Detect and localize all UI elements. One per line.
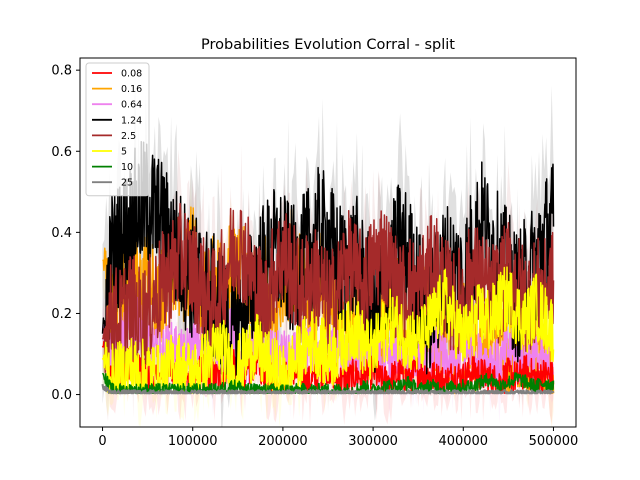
legend-label-0.16: 0.16: [121, 84, 142, 95]
x-tick-label: 500000: [529, 434, 579, 449]
x-tick-label: 100000: [168, 434, 218, 449]
series-line-5: [101, 266, 555, 395]
y-tick-label: 0.6: [51, 145, 72, 160]
y-axis: 0.0 0.2 0.4 0.6 0.8: [51, 64, 80, 403]
chart-title: Probabilities Evolution Corral - split: [201, 37, 455, 53]
legend-label-5: 5: [121, 147, 127, 158]
y-tick-label: 0.4: [51, 226, 72, 241]
y-tick-label: 0.0: [51, 388, 72, 403]
series-line-25: [101, 383, 555, 395]
legend-label-10: 10: [121, 162, 133, 173]
series-line-10: [101, 372, 555, 395]
legend-box: [85, 62, 150, 197]
x-tick-label: 300000: [348, 434, 398, 449]
legend-label-25: 25: [121, 178, 133, 189]
legend-label-2.5: 2.5: [121, 131, 136, 142]
y-tick-label: 0.2: [51, 307, 72, 322]
legend-label-0.08: 0.08: [121, 69, 142, 80]
legend-label-0.64: 0.64: [121, 100, 142, 111]
plot-frame: [79, 57, 577, 428]
legend-label-1.24: 1.24: [121, 115, 142, 126]
series-lines: [101, 140, 555, 395]
x-tick-label: 0: [98, 434, 106, 449]
x-tick-label: 200000: [258, 434, 308, 449]
x-axis: 0 100000 200000 300000 400000 500000: [98, 427, 578, 449]
legend: 0.08 0.16 0.64 1.24 2.5 5 10 25: [85, 62, 150, 197]
y-tick-label: 0.8: [51, 64, 72, 79]
x-tick-label: 400000: [438, 434, 488, 449]
